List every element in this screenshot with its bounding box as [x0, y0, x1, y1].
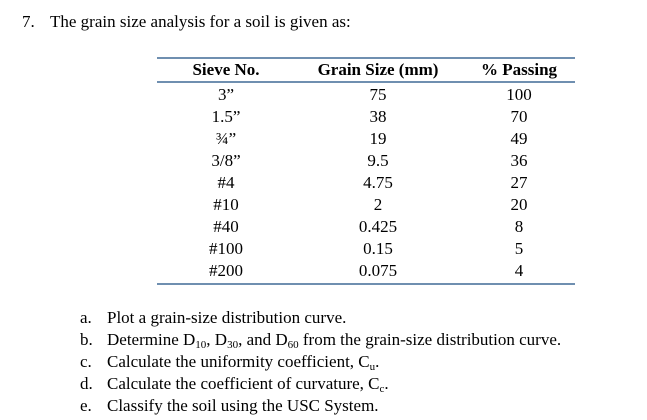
- item-text: Determine D10, D30, and D60 from the gra…: [107, 330, 562, 351]
- table-cell: 3”: [217, 85, 235, 104]
- table-top-rule: [157, 57, 575, 59]
- table-cell: 4: [514, 261, 524, 280]
- item-text: Classify the soil using the USC System.: [107, 396, 379, 416]
- table-cell: 38: [369, 107, 387, 126]
- table-cell: 9.5: [367, 151, 389, 170]
- table-cell: #4: [217, 173, 235, 192]
- table-cell: 8: [514, 217, 524, 236]
- item-marker: d.: [80, 374, 93, 393]
- text-part: from the grain-size distribution curve.: [298, 330, 562, 349]
- text-part: .: [384, 374, 389, 393]
- item-marker: c.: [80, 352, 92, 371]
- table-cell: 0.425: [358, 217, 398, 236]
- item-text: Calculate the uniformity coefficient, Cu…: [107, 352, 380, 373]
- text-part: Calculate the uniformity coefficient, C: [107, 352, 370, 371]
- item-marker: a.: [80, 308, 92, 327]
- table-cell: #10: [213, 195, 239, 214]
- table-cell: 36: [510, 151, 528, 170]
- table-bottom-rule: [157, 283, 575, 285]
- table-header-rule: [157, 81, 575, 83]
- table-cell: 20: [510, 195, 528, 214]
- text-part: Calculate the coefficient of curvature, …: [107, 374, 380, 393]
- subscript: u: [369, 361, 376, 373]
- table-cell: ¾”: [215, 129, 237, 148]
- table-cell: 1.5”: [211, 107, 241, 126]
- table-cell: 70: [510, 107, 528, 126]
- table-header: Sieve No.: [192, 60, 260, 79]
- table-cell: 4.75: [363, 173, 393, 192]
- text-part: , and D: [238, 330, 288, 349]
- text-part: Determine D: [107, 330, 196, 349]
- table-cell: 49: [510, 129, 528, 148]
- table-cell: 3/8”: [211, 151, 241, 170]
- item-marker: b.: [80, 330, 93, 349]
- table-cell: 19: [369, 129, 387, 148]
- subscript: 60: [287, 339, 299, 351]
- text-part: Classify the soil using the USC System.: [107, 396, 379, 415]
- text-part: .: [375, 352, 380, 371]
- table-cell: 100: [506, 85, 532, 104]
- question-number: 7.: [22, 12, 35, 31]
- table-cell: #200: [209, 261, 243, 280]
- text-part: Plot a grain-size distribution curve.: [107, 308, 347, 327]
- subscript: c: [379, 383, 385, 395]
- item-text: Plot a grain-size distribution curve.: [107, 308, 346, 328]
- table-cell: #40: [213, 217, 239, 236]
- text-part: , D: [206, 330, 228, 349]
- table-cell: 27: [510, 173, 528, 192]
- item-marker: e.: [80, 396, 92, 415]
- table-cell: 5: [514, 239, 524, 258]
- item-text: Calculate the coefficient of curvature, …: [107, 374, 389, 395]
- table-cell: 75: [369, 85, 387, 104]
- table-cell: 2: [373, 195, 383, 214]
- table-header: Grain Size (mm): [317, 60, 439, 79]
- table-cell: 0.15: [363, 239, 393, 258]
- question-text: The grain size analysis for a soil is gi…: [50, 12, 351, 31]
- subscript: 10: [195, 339, 207, 351]
- table-cell: 0.075: [358, 261, 398, 280]
- subscript: 30: [227, 339, 239, 351]
- table-cell: #100: [209, 239, 243, 258]
- table-header: % Passing: [480, 60, 558, 79]
